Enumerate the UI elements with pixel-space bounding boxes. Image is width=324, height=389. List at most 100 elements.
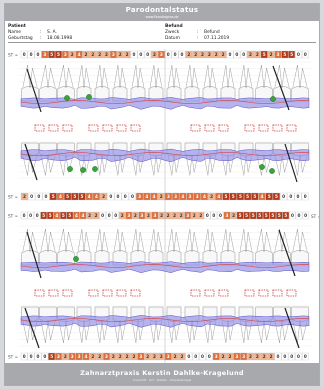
value-cell-text: 3 — [127, 213, 130, 218]
patient-section-label: Patient — [8, 24, 26, 29]
value-cell-text: 0 — [282, 194, 285, 199]
value-cell — [301, 192, 309, 201]
missing-tooth-marker — [26, 68, 42, 113]
value-cell-text: 5 — [42, 213, 45, 218]
value-cell — [157, 352, 165, 361]
value-cell — [185, 352, 193, 361]
page-title: Parodontalstatus — [125, 6, 199, 14]
value-cell-text: 0 — [37, 194, 40, 199]
furcation-box — [34, 124, 45, 132]
tooth-root — [77, 64, 91, 88]
value-row: ST ∞ 0 0 0 0 5 3 2 3 3 4 2 2 3 2 2 2 2 3 2 2 2 3 2 2 0 0 0 0 3 2 2 3 3 2 2 2… — [8, 352, 309, 361]
value-cell-text: 0 — [219, 213, 222, 218]
value-cell-text: 5 — [283, 52, 286, 57]
value-cell-text: 2 — [194, 52, 197, 57]
value-cell-text: 3 — [167, 354, 170, 359]
value-cell-text: 5 — [239, 213, 242, 218]
value-cell-text: 2 — [64, 354, 67, 359]
value-cell-text: 3 — [57, 354, 60, 359]
value-cell — [185, 50, 193, 59]
value-cell-text: 2 — [160, 213, 163, 218]
value-cell-text: 0 — [304, 354, 307, 359]
value-cell — [249, 211, 257, 220]
tooth-root — [131, 228, 145, 252]
gum-line — [20, 264, 310, 268]
value-cell — [112, 211, 119, 220]
tooth-crown — [220, 86, 236, 102]
value-cell-text: 5 — [57, 52, 60, 57]
value-cell — [20, 352, 28, 361]
row-label: ST ∞ — [8, 195, 18, 200]
value-cell — [71, 192, 79, 201]
value-row: ST ∞ 2 0 0 0 5 4 5 5 5 4 4 2 0 0 0 0 3 4 4 2 3 3 4 3 3 4 2 4 5 5 5 5 5 4 5 5… — [8, 192, 309, 201]
tooth-crown — [273, 250, 291, 266]
value-cell — [276, 211, 283, 220]
furcation-box — [116, 289, 127, 297]
value-cell-text: 5 — [245, 213, 248, 218]
value-cell — [66, 211, 74, 220]
value-cell — [136, 192, 144, 201]
value-cell-text: 2 — [208, 52, 211, 57]
value-cell-text: 3 — [174, 194, 177, 199]
value-cell — [191, 211, 198, 220]
value-cell-text: 2 — [121, 213, 124, 218]
value-cell-text: 2 — [98, 52, 101, 57]
value-cell-text: 3 — [226, 213, 229, 218]
value-cell — [199, 352, 206, 361]
bleeding-dot — [86, 94, 92, 100]
perio-chart-sheet: Parodontalstatus www.Parodiagnos.de Pati… — [4, 3, 320, 386]
value-cell-text: 2 — [222, 354, 225, 359]
value-cell — [125, 211, 133, 220]
missing-tooth-marker — [278, 229, 296, 277]
value-cell-text: 2 — [174, 354, 177, 359]
row-label: ST ∞ — [8, 214, 18, 219]
clinic-name: Zahnarztpraxis Kerstin Dahlke-Kragelund — [80, 369, 244, 377]
value-cell-text: 4 — [203, 194, 206, 199]
value-cell — [27, 352, 35, 361]
value-cell-text: 5 — [62, 213, 65, 218]
value-cell — [114, 192, 122, 201]
value-cell-text: 2 — [256, 52, 259, 57]
value-cell — [130, 50, 138, 59]
value-cell-text: 5 — [50, 354, 53, 359]
value-cell-text: 2 — [132, 354, 135, 359]
value-cell-text: 2 — [126, 52, 129, 57]
header-bar: Parodontalstatus www.Parodiagnos.de — [5, 4, 319, 21]
furcation-box — [48, 289, 59, 297]
gum-line — [20, 100, 310, 104]
upper-buccal-bleeding — [64, 94, 276, 102]
value-cell — [177, 211, 185, 220]
tooth-crown — [255, 86, 273, 102]
value-cell — [28, 192, 36, 201]
value-cell-text: 5 — [290, 52, 293, 57]
value-cell-text: 5 — [73, 194, 76, 199]
value-cell-text: 5 — [252, 213, 255, 218]
pocket-band — [20, 97, 310, 110]
perio-chart: ST ∞ 0 0 0 3 5 5 3 2 4 2 2 2 2 3 2 2 0 0 0 2 3 0 0 0 2 2 2 2 2 2 0 0 0 2 2 5… — [8, 49, 319, 369]
tooth-crown — [57, 250, 75, 266]
value-cell — [144, 352, 152, 361]
value-cell-text: 4 — [88, 194, 91, 199]
value-cell-text: 0 — [289, 194, 292, 199]
value-cell — [184, 211, 191, 220]
value-cell — [61, 352, 69, 361]
value-cell — [143, 192, 151, 201]
value-cell-text: 0 — [29, 213, 32, 218]
tooth-root — [167, 64, 181, 88]
tooth-root — [167, 228, 181, 252]
lower-lingual-teeth — [19, 225, 311, 267]
value-cell-text: 2 — [71, 52, 74, 57]
tooth-root — [40, 64, 56, 88]
upper-furcation-row — [34, 124, 297, 132]
type-value: Befund — [204, 30, 220, 35]
value-cell-text: 2 — [187, 52, 190, 57]
value-cell-text: 0 — [304, 52, 307, 57]
tooth-root — [239, 228, 253, 252]
value-cell-text: 0 — [297, 52, 300, 57]
value-cell — [85, 192, 93, 201]
value-cell — [233, 352, 241, 361]
value-cell-text: 0 — [297, 354, 300, 359]
value-cell-text: 0 — [167, 52, 170, 57]
value-cell-text: 0 — [108, 213, 111, 218]
value-cell — [205, 352, 213, 361]
